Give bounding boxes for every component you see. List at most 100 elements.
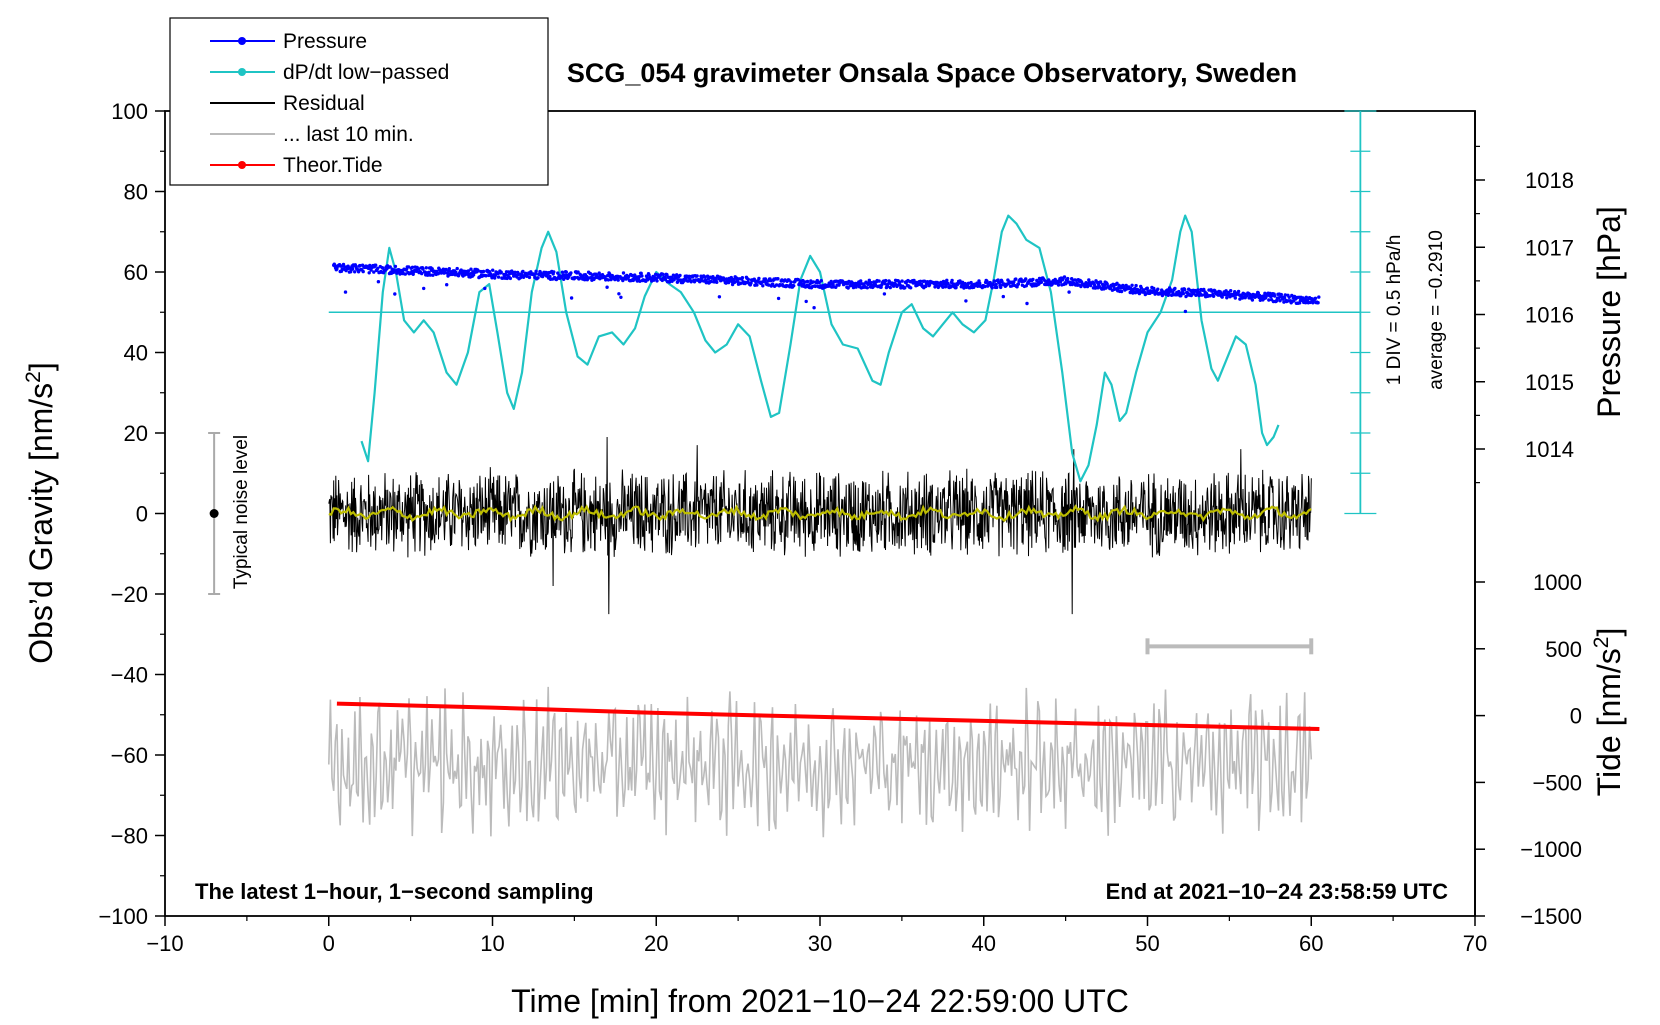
pressure-point bbox=[1047, 278, 1051, 282]
pressure-point bbox=[374, 263, 378, 267]
pressure-point bbox=[341, 262, 346, 267]
pressure-point bbox=[1056, 283, 1061, 287]
pressure-point bbox=[740, 276, 745, 280]
pressure-point bbox=[792, 284, 796, 288]
pressure-point bbox=[776, 277, 780, 281]
pressure-point bbox=[884, 278, 888, 283]
pressure-point bbox=[678, 273, 682, 278]
pressure-point bbox=[1189, 293, 1194, 298]
pressure-point bbox=[941, 285, 945, 289]
pressure-point bbox=[763, 277, 768, 281]
pressure-point bbox=[776, 296, 781, 301]
pressure-point bbox=[1279, 292, 1284, 297]
pressure-point bbox=[985, 279, 989, 283]
pressure-point bbox=[717, 295, 722, 299]
pressure-point bbox=[811, 280, 816, 284]
pressure-point bbox=[1287, 295, 1291, 299]
pressure-point bbox=[1130, 283, 1134, 287]
pressure-point bbox=[1025, 301, 1029, 306]
pressure-point bbox=[376, 266, 380, 270]
pressure-point bbox=[1098, 280, 1103, 284]
pressure-point bbox=[903, 286, 907, 290]
legend: Pressure dP/dt low−passed Residual ... last… bbox=[169, 17, 549, 186]
pressure-point bbox=[416, 267, 421, 271]
pressure-point bbox=[991, 282, 996, 287]
pressure-point bbox=[1282, 296, 1287, 300]
pressure-point bbox=[466, 269, 471, 273]
pressure-point bbox=[738, 281, 743, 286]
pressure-point bbox=[343, 290, 348, 294]
pressure-point bbox=[1144, 292, 1148, 296]
pressure-point bbox=[1256, 291, 1261, 295]
pressure-point bbox=[918, 279, 923, 283]
pressure-point bbox=[1224, 289, 1228, 293]
pressure-point bbox=[819, 279, 823, 283]
x-tick-label: 60 bbox=[1299, 931, 1323, 956]
pressure-point bbox=[805, 279, 810, 284]
y-left-tick-label: −80 bbox=[111, 824, 148, 849]
residual-line bbox=[328, 436, 1312, 615]
pressure-point bbox=[1102, 283, 1107, 287]
pressure-point bbox=[455, 266, 459, 271]
pressure-point bbox=[639, 271, 643, 275]
pressure-point bbox=[513, 270, 517, 274]
legend-swatch-marker bbox=[238, 68, 246, 76]
pressure-point bbox=[1039, 280, 1044, 284]
pressure-point bbox=[774, 283, 779, 287]
x-tick-label: 20 bbox=[644, 931, 668, 956]
pressure-point bbox=[995, 285, 999, 290]
pressure-point bbox=[430, 267, 434, 271]
pressure-point bbox=[469, 267, 473, 271]
pressure-point bbox=[605, 285, 609, 289]
y-left-tick-label: −20 bbox=[111, 582, 148, 607]
pressure-point bbox=[499, 270, 503, 274]
pressure-point bbox=[496, 275, 501, 279]
dpdt-line bbox=[360, 214, 1280, 483]
pressure-point bbox=[1183, 287, 1187, 292]
pressure-point bbox=[1014, 277, 1018, 281]
axes-group: −10 0 10 20 30 40 50 60 70100806040200−20−40−60−… bbox=[98, 99, 1582, 956]
average-label: average = −0.2910 bbox=[1426, 230, 1447, 390]
tide-tick-label: 1000 bbox=[1533, 570, 1582, 595]
y-left-tick-label: 60 bbox=[124, 260, 148, 285]
pressure-point bbox=[983, 284, 987, 289]
y-left-tick-label: −100 bbox=[98, 904, 148, 929]
pressure-point bbox=[563, 275, 567, 280]
pressure-point bbox=[999, 285, 1003, 290]
pressure-point bbox=[381, 266, 385, 270]
pressure-point bbox=[564, 270, 568, 274]
pressure-point bbox=[1137, 291, 1142, 296]
pressure-point bbox=[1031, 277, 1035, 282]
pressure-point bbox=[403, 272, 407, 276]
pressure-point bbox=[637, 275, 641, 279]
pressure-point bbox=[922, 279, 927, 283]
pressure-point bbox=[1250, 298, 1255, 302]
pressure-point bbox=[569, 296, 574, 300]
pressure-point bbox=[1160, 293, 1165, 298]
pressure-point bbox=[990, 286, 994, 290]
pressure-point bbox=[994, 282, 998, 287]
pressure-point bbox=[900, 279, 904, 283]
pressure-point bbox=[954, 285, 958, 290]
pressure-point bbox=[508, 276, 513, 281]
legend-label: Pressure bbox=[283, 30, 367, 53]
pressure-point bbox=[388, 265, 392, 269]
pressure-point bbox=[812, 306, 816, 310]
pressure-point bbox=[372, 270, 376, 274]
pressure-tick-label: 1015 bbox=[1525, 370, 1574, 395]
pressure-point bbox=[422, 286, 426, 291]
y-left-tick-label: 100 bbox=[111, 99, 148, 124]
pressure-point bbox=[695, 274, 699, 278]
pressure-point bbox=[369, 268, 373, 272]
pressure-point bbox=[491, 268, 495, 272]
legend-label: Theor.Tide bbox=[283, 154, 383, 177]
tide-tick-label: −500 bbox=[1532, 770, 1582, 795]
pressure-point bbox=[1208, 294, 1213, 298]
pressure-point bbox=[976, 284, 980, 288]
pressure-point bbox=[569, 271, 573, 275]
pressure-point bbox=[1171, 290, 1175, 294]
pressure-point bbox=[484, 274, 488, 278]
pressure-point bbox=[945, 278, 949, 282]
pressure-point bbox=[871, 285, 875, 289]
pressure-point bbox=[689, 280, 693, 284]
